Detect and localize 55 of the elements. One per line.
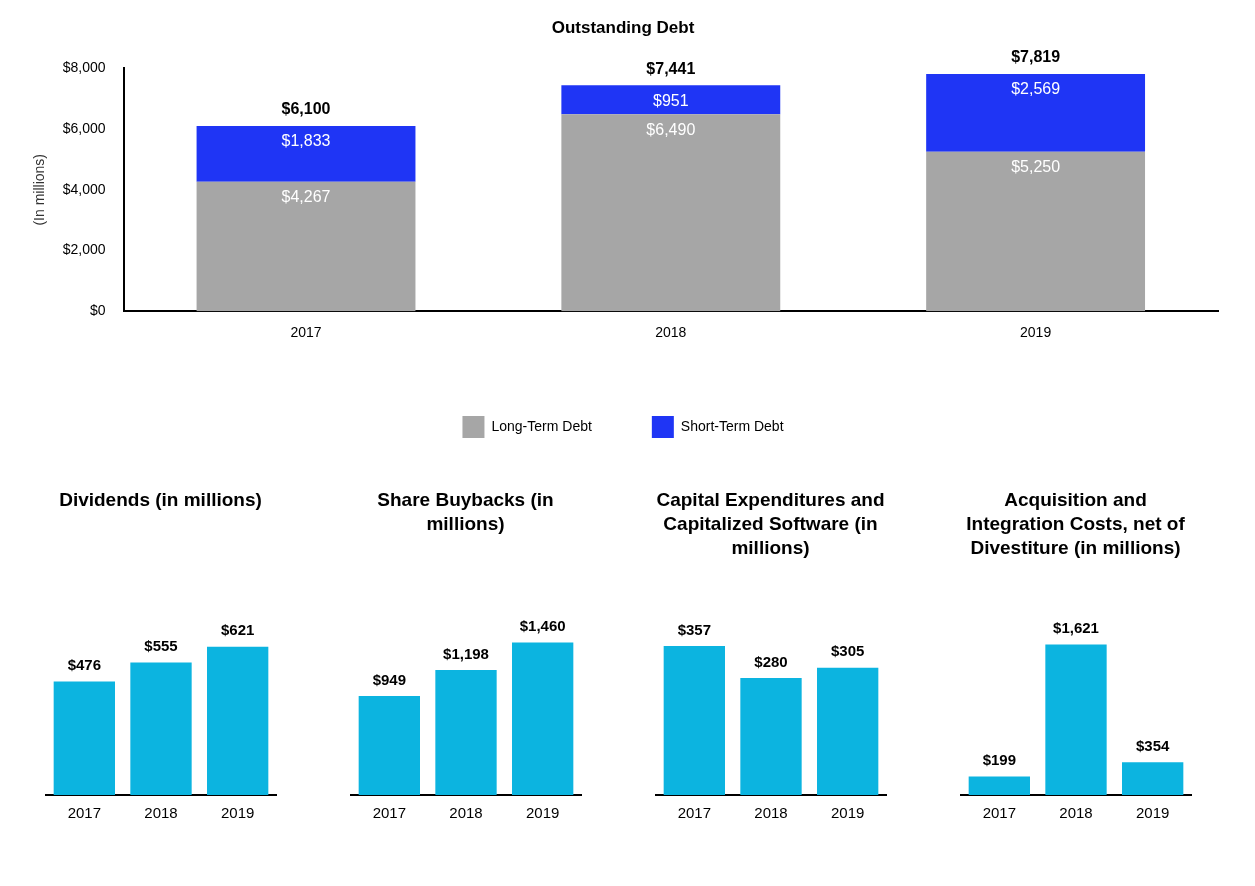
data-label: $6,490 [646, 120, 696, 138]
x-tick-label: 2019 [830, 804, 864, 822]
x-tick-label: 2018 [448, 804, 483, 822]
x-tick-label: 2018 [143, 804, 178, 822]
x-tick-label: 2017 [982, 804, 1016, 822]
chart-title: Acquisition and Integration Costs, net of Divestiture (in millions) [965, 488, 1186, 560]
chart-title: Dividends (in millions) [58, 488, 263, 512]
bar [196, 181, 416, 312]
y-tick-label: $2,000 [62, 241, 106, 258]
chart-title: Outstanding Debt [551, 17, 695, 37]
total-label: $7,819 [1011, 48, 1061, 66]
data-label: $1,460 [519, 617, 566, 635]
legend-label: Short-Term Debt [680, 417, 784, 434]
x-tick-label: 2017 [67, 804, 101, 822]
bar [561, 114, 781, 312]
legend-label: Long-Term Debt [491, 417, 592, 434]
data-label: $4,267 [281, 188, 331, 206]
data-label: $305 [830, 642, 864, 660]
y-tick-label: $8,000 [62, 59, 106, 76]
y-axis-title: (In millions) [31, 154, 48, 226]
chart-title: Capital Expenditures and Capitalized Software (in millions) [655, 488, 886, 560]
x-tick-label: 2017 [290, 324, 322, 341]
y-tick-label: $6,000 [62, 119, 106, 136]
data-label: $951 [653, 91, 689, 109]
x-tick-label: 2019 [525, 804, 559, 822]
data-label: $621 [220, 621, 254, 639]
total-label: $7,441 [646, 59, 696, 77]
bar [196, 126, 416, 182]
data-label: $280 [753, 652, 788, 670]
data-label: $2,569 [1011, 80, 1061, 98]
bar [561, 85, 781, 115]
data-label: $199 [982, 751, 1016, 769]
total-label: $6,100 [281, 100, 331, 118]
data-label: $1,198 [442, 644, 489, 662]
data-label: $1,621 [1052, 619, 1099, 637]
x-tick-label: 2018 [753, 804, 788, 822]
x-tick-label: 2017 [677, 804, 711, 822]
x-tick-label: 2019 [1135, 804, 1169, 822]
x-tick-label: 2018 [1058, 804, 1093, 822]
x-tick-label: 2019 [220, 804, 254, 822]
data-label: $5,250 [1011, 158, 1061, 176]
data-label: $354 [1135, 736, 1170, 754]
data-label: $949 [372, 670, 406, 688]
data-label: $357 [677, 620, 711, 638]
data-label: $555 [143, 637, 178, 655]
data-label: $476 [67, 656, 101, 674]
bar [926, 151, 1146, 312]
chart-title: Share Buybacks (in millions) [376, 488, 555, 536]
bar [926, 73, 1146, 152]
y-tick-label: $0 [90, 302, 106, 319]
x-tick-label: 2017 [372, 804, 406, 822]
x-tick-label: 2019 [1020, 324, 1052, 341]
x-tick-label: 2018 [655, 324, 687, 341]
data-label: $1,833 [281, 132, 331, 150]
y-tick-label: $4,000 [62, 180, 106, 197]
